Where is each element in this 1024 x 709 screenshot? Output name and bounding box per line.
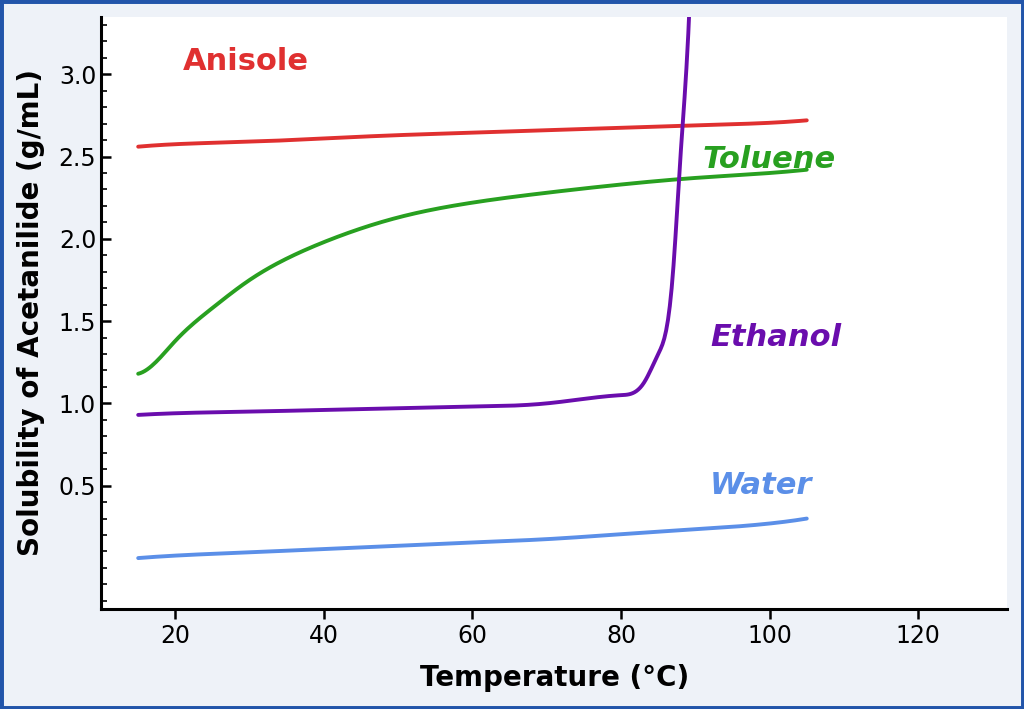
Text: Anisole: Anisole (182, 47, 309, 76)
Y-axis label: Solubility of Acetanilide (g/mL): Solubility of Acetanilide (g/mL) (16, 69, 45, 557)
X-axis label: Temperature (°C): Temperature (°C) (420, 664, 689, 692)
Text: Ethanol: Ethanol (711, 323, 842, 352)
Text: Toluene: Toluene (702, 145, 836, 174)
Text: Water: Water (711, 471, 813, 500)
